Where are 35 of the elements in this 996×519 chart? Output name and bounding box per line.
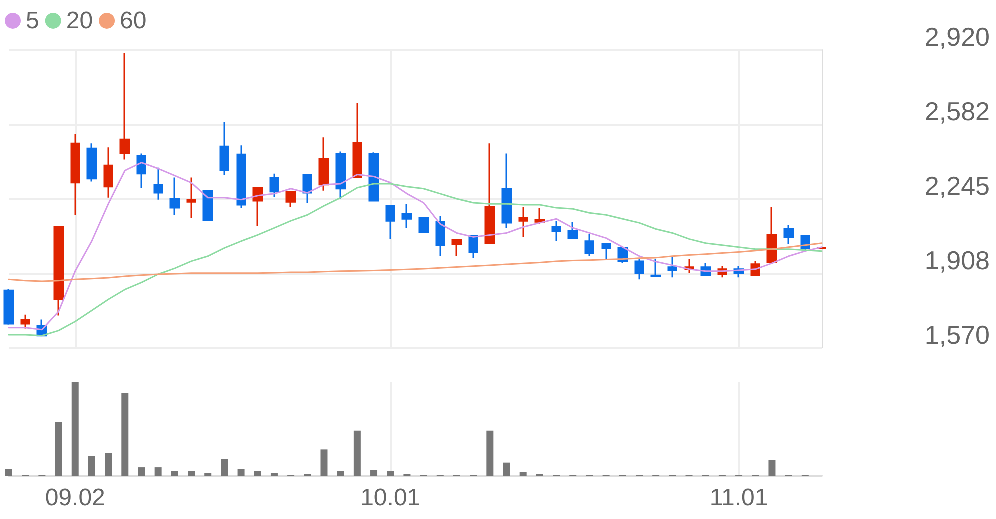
bar	[154, 468, 162, 476]
y-tick-label: 2,582	[924, 96, 990, 127]
y-tick-label: 1,570	[924, 320, 990, 350]
legend-label: 20	[66, 8, 94, 34]
x-tick-label: 09.02	[45, 484, 106, 512]
bar	[221, 459, 228, 476]
bar	[88, 456, 96, 476]
bar	[6, 469, 12, 476]
bar	[72, 382, 79, 476]
bar	[354, 430, 361, 476]
y-tick-label: 2,920	[924, 22, 990, 52]
bar	[270, 473, 278, 476]
bar	[337, 471, 344, 476]
bar	[768, 460, 776, 476]
bar	[138, 468, 146, 476]
bar	[188, 471, 196, 476]
x-tick-label: 10.01	[360, 484, 421, 512]
bar	[238, 469, 245, 476]
bar	[520, 472, 527, 476]
bar	[254, 471, 262, 476]
bar	[55, 422, 62, 476]
legend-label: 60	[120, 8, 147, 34]
bar	[370, 470, 378, 476]
x-tick-label: 11.01	[710, 484, 768, 512]
bar	[486, 430, 494, 476]
bar	[503, 462, 510, 476]
bar	[122, 393, 129, 476]
y-tick-label: 2,245	[924, 171, 990, 201]
bar	[105, 453, 112, 476]
y-tick-label: 1,908	[924, 245, 990, 276]
bar	[204, 473, 212, 476]
bar	[387, 471, 394, 476]
bar	[171, 471, 178, 476]
bar	[320, 450, 328, 476]
legend-label: 5	[26, 8, 40, 34]
